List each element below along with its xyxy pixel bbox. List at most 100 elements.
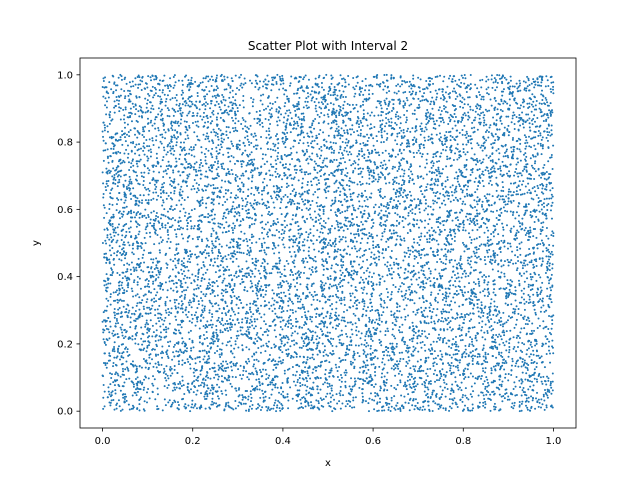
scatter-point — [330, 151, 333, 154]
scatter-point — [454, 292, 457, 295]
scatter-point — [481, 205, 484, 208]
scatter-point — [309, 228, 312, 231]
scatter-point — [422, 247, 425, 250]
scatter-point — [146, 346, 149, 349]
scatter-point — [110, 236, 113, 239]
scatter-point — [329, 283, 332, 286]
scatter-point — [139, 79, 142, 82]
scatter-point — [318, 205, 321, 208]
scatter-point — [252, 98, 255, 101]
scatter-point — [545, 136, 548, 139]
scatter-point — [435, 314, 438, 317]
scatter-point — [259, 351, 262, 354]
scatter-point — [541, 173, 544, 176]
scatter-point — [483, 274, 486, 277]
scatter-point — [287, 407, 290, 410]
scatter-point — [183, 157, 186, 160]
scatter-point — [389, 264, 392, 267]
scatter-point — [447, 362, 450, 365]
scatter-point — [351, 103, 354, 106]
scatter-point — [286, 131, 289, 134]
scatter-point — [315, 134, 318, 137]
scatter-point — [505, 340, 508, 343]
scatter-point — [426, 375, 429, 378]
scatter-point — [169, 197, 172, 200]
scatter-point — [221, 80, 224, 83]
scatter-point — [132, 253, 135, 256]
scatter-point — [497, 147, 500, 150]
scatter-point — [526, 323, 529, 326]
scatter-point — [532, 293, 535, 296]
scatter-point — [168, 142, 171, 145]
scatter-point — [156, 387, 159, 390]
scatter-point — [353, 181, 356, 184]
scatter-point — [248, 251, 251, 254]
scatter-point — [358, 319, 361, 322]
scatter-point — [281, 77, 284, 80]
scatter-point — [306, 261, 309, 263]
scatter-point — [247, 395, 250, 398]
scatter-point — [233, 207, 236, 210]
scatter-point — [193, 375, 196, 378]
scatter-point — [423, 408, 426, 411]
scatter-point — [229, 246, 232, 249]
scatter-point — [491, 259, 494, 262]
scatter-point — [353, 302, 356, 305]
scatter-point — [301, 244, 304, 247]
scatter-point — [432, 372, 435, 375]
scatter-point — [414, 365, 417, 368]
scatter-point — [202, 293, 205, 296]
scatter-point — [153, 222, 156, 225]
scatter-point — [552, 314, 555, 317]
scatter-point — [535, 279, 538, 282]
scatter-point — [196, 376, 199, 379]
scatter-point — [404, 194, 407, 197]
scatter-point — [534, 407, 537, 410]
scatter-point — [209, 122, 212, 125]
scatter-point — [380, 141, 383, 144]
scatter-point — [256, 285, 259, 288]
scatter-point — [480, 311, 483, 314]
scatter-point — [520, 409, 523, 412]
scatter-point — [399, 409, 402, 412]
scatter-point — [260, 304, 263, 307]
scatter-point — [203, 337, 206, 340]
scatter-point — [166, 349, 169, 352]
scatter-point — [190, 225, 193, 228]
scatter-point — [244, 120, 247, 123]
scatter-point — [195, 100, 198, 103]
scatter-point — [511, 402, 514, 405]
scatter-point — [265, 342, 268, 345]
scatter-point — [102, 384, 105, 387]
scatter-point — [282, 390, 285, 393]
scatter-point — [240, 82, 243, 85]
scatter-point — [449, 200, 452, 203]
scatter-point — [119, 151, 122, 154]
scatter-point — [403, 343, 406, 346]
scatter-point — [253, 167, 256, 170]
scatter-point — [232, 102, 235, 105]
scatter-point — [161, 204, 164, 207]
scatter-point — [318, 106, 321, 109]
scatter-point — [456, 143, 459, 146]
scatter-point — [551, 195, 554, 198]
scatter-point — [151, 304, 154, 307]
scatter-point — [454, 124, 457, 127]
scatter-point — [527, 232, 530, 235]
scatter-point — [206, 362, 209, 365]
scatter-point — [318, 337, 321, 340]
scatter-point — [420, 122, 423, 125]
scatter-point — [117, 312, 120, 315]
scatter-point — [539, 199, 542, 202]
scatter-point — [237, 346, 240, 349]
scatter-point — [410, 278, 413, 281]
scatter-point — [218, 348, 221, 351]
scatter-point — [240, 181, 243, 184]
scatter-point — [419, 133, 422, 136]
scatter-point — [229, 91, 232, 94]
scatter-point — [334, 239, 337, 242]
scatter-point — [229, 160, 232, 163]
scatter-point — [482, 158, 485, 161]
scatter-point — [513, 122, 516, 125]
scatter-point — [539, 286, 542, 289]
